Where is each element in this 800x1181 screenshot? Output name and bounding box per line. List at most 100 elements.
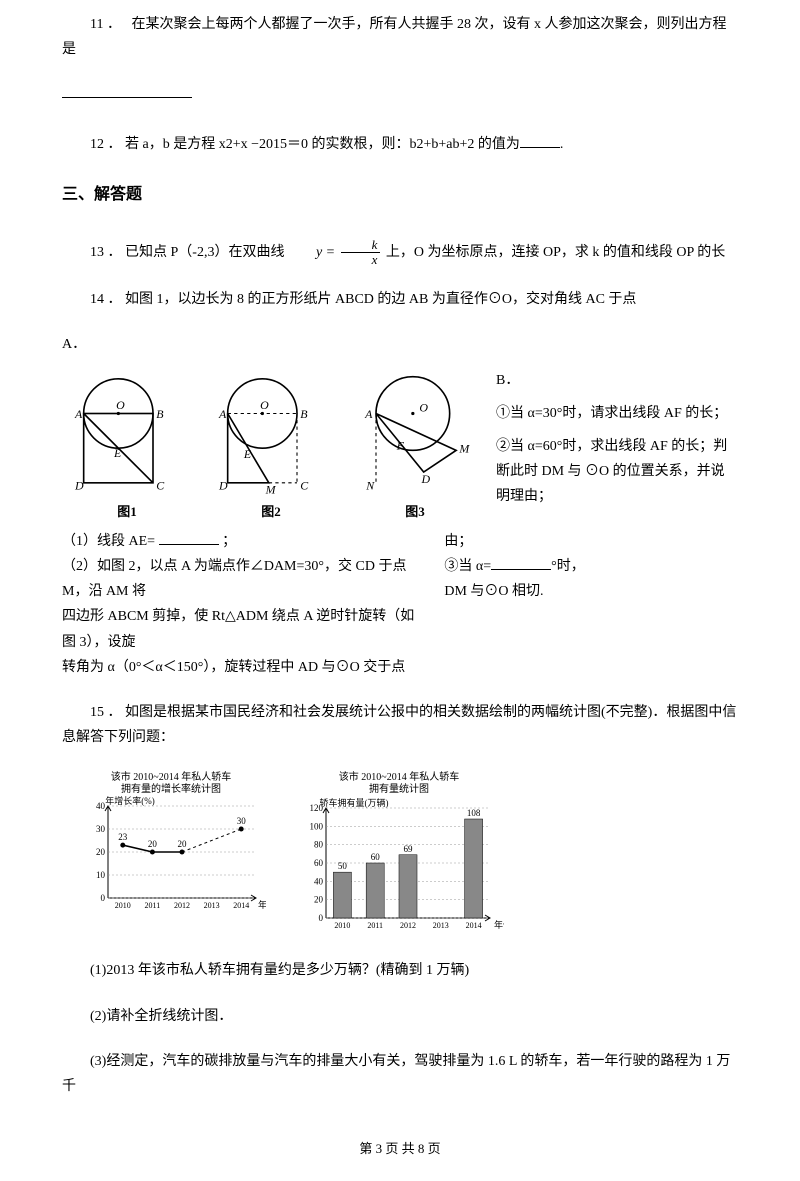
section-3-title: 三、解答题	[62, 181, 738, 210]
q12-text: 若 a，b 是方程 x2+x −2015＝0 的实数根，则：b2+b+ab+2 …	[125, 137, 520, 152]
svg-text:20: 20	[178, 839, 188, 849]
q14-right2: ②当 α=60°时，求出线段 AF 的长；判断此时 DM 与 ⊙O 的位置关系，…	[496, 434, 738, 510]
svg-text:年份: 年份	[258, 899, 266, 910]
question-12: 12 ． 若 a，b 是方程 x2+x −2015＝0 的实数根，则：b2+b+…	[62, 132, 738, 157]
svg-text:A: A	[364, 406, 373, 420]
q14-right1: ①当 α=30°时，请求出线段 AF 的长；	[496, 401, 738, 426]
q14-right-text: B． ①当 α=30°时，请求出线段 AF 的长； ②当 α=60°时，求出线段…	[496, 368, 738, 523]
svg-text:N: N	[365, 478, 375, 492]
svg-text:轿车拥有量(万辆): 轿车拥有量(万辆)	[320, 797, 389, 808]
svg-text:B: B	[300, 406, 308, 420]
q14-num: 14	[90, 292, 104, 307]
svg-text:30: 30	[96, 824, 106, 834]
svg-text:2012: 2012	[174, 901, 190, 910]
svg-text:D: D	[74, 478, 84, 492]
q14-bottom-l3: 转角为 α（0°＜α＜150°），旋转过程中 AD 与⊙O 交于点	[62, 655, 414, 680]
q15-text: 如图是根据某市国民经济和社会发展统计公报中的相关数据绘制的两幅统计图(不完整)．…	[62, 705, 736, 745]
q11-blank-row	[62, 82, 738, 107]
charts-row: 该市 2010~2014 年私人轿车拥有量的增长率统计图年增长率(%)01020…	[62, 770, 738, 940]
svg-text:E: E	[243, 446, 252, 460]
svg-text:2014: 2014	[233, 901, 249, 910]
q11-sep: ．	[107, 17, 121, 32]
bar-chart: 该市 2010~2014 年私人轿车拥有量统计图轿车拥有量(万辆) 0 20 40 60…	[294, 770, 504, 940]
svg-text:拥有量的增长率统计图: 拥有量的增长率统计图	[121, 782, 221, 795]
q12-blank	[520, 147, 560, 148]
svg-text:30: 30	[237, 816, 247, 826]
svg-text:60: 60	[314, 858, 324, 868]
q14-br-l2: DM 与⊙O 相切.	[444, 579, 738, 604]
svg-text:40: 40	[96, 801, 106, 811]
svg-text:2011: 2011	[367, 921, 383, 930]
q14-container: A O B E D C 图1 A	[62, 368, 738, 681]
svg-text:D: D	[218, 478, 228, 492]
q11-text: 在某次聚会上每两个人都握了一次手，所有人共握手 28 次，设有 x 人参加这次聚…	[62, 17, 726, 57]
svg-text:O: O	[419, 400, 428, 414]
svg-text:拥有量统计图: 拥有量统计图	[369, 782, 429, 795]
fig1-label: 图1	[117, 500, 137, 523]
svg-text:该市 2010~2014 年私人轿车: 该市 2010~2014 年私人轿车	[339, 770, 459, 783]
q11-num: 11	[90, 17, 103, 32]
svg-text:O: O	[116, 398, 125, 412]
q13-sep: ．	[108, 245, 122, 260]
fraction-k-x: k x	[341, 238, 381, 268]
question-13: 13 ． 已知点 P（-2,3）在双曲线 y = k x 上，O 为坐标原点，连…	[62, 238, 738, 268]
q14-sub1-blank	[159, 544, 219, 545]
q15-sub1: (1)2013 年该市私人轿车拥有量约是多少万辆？(精确到 1 万辆)	[62, 958, 738, 983]
svg-text:2013: 2013	[204, 901, 220, 910]
figure-1-svg: A O B E D C	[62, 368, 192, 498]
q14-br-blank	[491, 569, 551, 570]
svg-text:2013: 2013	[433, 921, 449, 930]
q14-sub1: （1）线段 AE= ；	[62, 529, 414, 554]
q14-bottom-l2: 四边形 ABCM 剪掉，使 Rt△ADM 绕点 A 逆时针旋转（如图 3），设旋	[62, 604, 414, 654]
svg-text:O: O	[260, 398, 269, 412]
q13-num: 13	[90, 245, 104, 260]
svg-text:60: 60	[371, 852, 381, 862]
q13-part2: 上，O 为坐标原点，连接 OP，求 k 的值和线段 OP 的长	[386, 245, 725, 260]
svg-text:0: 0	[319, 913, 324, 923]
q11-blank	[62, 97, 192, 98]
question-14-intro: 14 ． 如图 1，以边长为 8 的正方形纸片 ABCD 的边 AB 为直径作⊙…	[62, 287, 738, 312]
svg-text:年增长率(%): 年增长率(%)	[105, 795, 155, 806]
svg-text:年份: 年份	[494, 919, 504, 930]
svg-text:40: 40	[314, 877, 324, 887]
svg-text:20: 20	[148, 839, 158, 849]
q15-sub2: (2)请补全折线统计图．	[62, 1004, 738, 1029]
svg-text:该市 2010~2014 年私人轿车: 该市 2010~2014 年私人轿车	[111, 770, 231, 783]
page-footer: 第 3 页 共 8 页	[62, 1137, 738, 1160]
q14-intro-text: 如图 1，以边长为 8 的正方形纸片 ABCD 的边 AB 为直径作⊙O，交对角…	[125, 292, 636, 307]
svg-text:120: 120	[310, 803, 324, 813]
question-15: 15 ． 如图是根据某市国民经济和社会发展统计公报中的相关数据绘制的两幅统计图(…	[62, 700, 738, 750]
q15-sep: ．	[108, 705, 122, 720]
svg-text:100: 100	[310, 822, 324, 832]
svg-text:69: 69	[404, 844, 414, 854]
svg-text:0: 0	[101, 893, 106, 903]
figure-3-svg: A O F D M N	[350, 368, 480, 498]
figure-2-svg: A O B E D M C	[206, 368, 336, 498]
svg-text:A: A	[218, 406, 227, 420]
svg-text:2011: 2011	[145, 901, 161, 910]
svg-text:2010: 2010	[115, 901, 131, 910]
q13-part1: 已知点 P（-2,3）在双曲线	[125, 245, 284, 260]
q15-num: 15	[90, 705, 104, 720]
svg-text:2010: 2010	[334, 921, 350, 930]
svg-text:50: 50	[338, 862, 348, 872]
svg-text:F: F	[396, 438, 405, 452]
svg-text:80: 80	[314, 840, 324, 850]
svg-text:B: B	[156, 406, 164, 420]
fig2-label: 图2	[261, 500, 281, 523]
svg-text:23: 23	[118, 833, 128, 843]
figure-3: A O F D M N 图3	[350, 368, 480, 523]
q12-num: 12	[90, 137, 104, 152]
q12-sep: ．	[108, 137, 122, 152]
svg-text:10: 10	[96, 870, 106, 880]
q15-sub3: (3)经测定，汽车的碳排放量与汽车的排量大小有关，驾驶排量为 1.6 L 的轿车…	[62, 1049, 738, 1099]
q14-letter-b: B．	[496, 368, 738, 393]
figure-2: A O B E D M C 图2	[206, 368, 336, 523]
q14-letter-a: A．	[62, 332, 738, 357]
svg-text:E: E	[113, 445, 122, 459]
q14-sub-right-after: 由；	[444, 529, 738, 554]
svg-text:20: 20	[314, 895, 324, 905]
figure-1: A O B E D C 图1	[62, 368, 192, 523]
q12-suffix: .	[560, 137, 564, 152]
svg-text:M: M	[458, 441, 470, 455]
